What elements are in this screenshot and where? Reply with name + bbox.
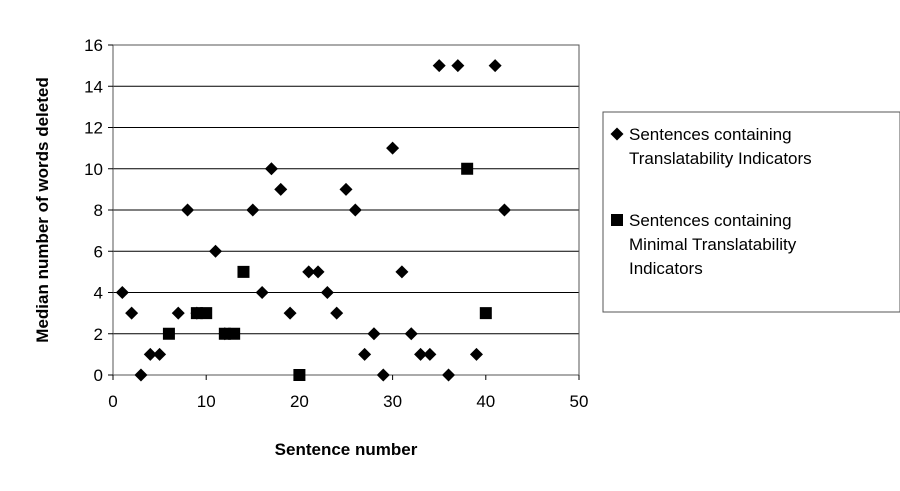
diamond-point [302, 265, 316, 279]
legend-entry-label: Sentences containing [629, 211, 792, 230]
x-tick-label: 30 [383, 392, 402, 411]
diamond-point [414, 347, 428, 361]
diamond-point [320, 286, 334, 299]
y-tick-label: 4 [94, 284, 103, 303]
diamond-point [143, 347, 157, 361]
diamond-point [311, 265, 325, 279]
y-tick-label: 8 [94, 201, 103, 220]
square-point [200, 307, 213, 320]
diamond-point [348, 203, 362, 217]
x-tick-label: 20 [290, 392, 309, 411]
axis-ticks: 0 2 4 6 8 10 12 14 16 0 10 20 30 40 50 [84, 36, 588, 411]
diamond-point [115, 286, 129, 299]
legend-entry-label: Translatability Indicators [629, 149, 812, 168]
diamond-point [451, 59, 465, 73]
legend-diamond-marker [610, 127, 624, 141]
square-point [162, 327, 175, 340]
legend-entry-label: Indicators [629, 259, 703, 278]
y-tick-label: 10 [84, 160, 103, 179]
diamond-point [209, 244, 223, 258]
diamond-point [330, 306, 344, 320]
square-point [218, 327, 231, 340]
diamond-point [125, 306, 139, 320]
y-tick-label: 16 [84, 36, 103, 55]
diamond-point [432, 59, 446, 73]
diamond-point [395, 265, 409, 279]
diamond-point [246, 203, 260, 217]
square-point [293, 369, 306, 381]
diamond-point [404, 327, 418, 341]
diamond-point [358, 347, 372, 361]
y-tick-label: 14 [84, 77, 103, 96]
square-point [228, 327, 241, 340]
legend: Sentences containing Translatability Indi… [602, 111, 900, 313]
diamond-point [153, 347, 167, 361]
diamond-point [339, 182, 353, 196]
y-axis-title: Median number of words deleted [33, 77, 52, 342]
diamond-point [469, 347, 483, 361]
diamond-point [367, 327, 381, 341]
y-tick-label: 0 [94, 366, 103, 385]
diamond-point [386, 141, 400, 155]
y-tick-label: 12 [84, 119, 103, 138]
square-point [479, 307, 492, 320]
data-points [115, 59, 511, 382]
diamond-point [181, 203, 195, 217]
legend-box [602, 111, 900, 313]
legend-entry-label: Minimal Translatability [629, 235, 797, 254]
diamond-point [264, 162, 278, 176]
x-tick-label: 0 [108, 392, 117, 411]
diamond-point [134, 368, 148, 382]
diamond-point [488, 59, 502, 73]
square-point [190, 307, 203, 320]
x-tick-label: 50 [570, 392, 589, 411]
x-tick-label: 10 [197, 392, 216, 411]
diamond-point [255, 286, 269, 299]
square-point [461, 162, 474, 175]
diamond-point [442, 368, 456, 382]
x-tick-label: 40 [476, 392, 495, 411]
y-tick-label: 6 [94, 242, 103, 261]
legend-entry-label: Sentences containing [629, 125, 792, 144]
diamond-point [376, 368, 390, 382]
diamond-point [274, 182, 288, 196]
diamond-point [423, 347, 437, 361]
legend-square-marker [611, 214, 623, 226]
diamond-point [283, 306, 297, 320]
diamond-point [171, 306, 185, 320]
diamond-point [497, 203, 511, 217]
x-axis-title: Sentence number [275, 440, 418, 459]
square-point [237, 265, 250, 278]
y-tick-label: 2 [94, 325, 103, 344]
